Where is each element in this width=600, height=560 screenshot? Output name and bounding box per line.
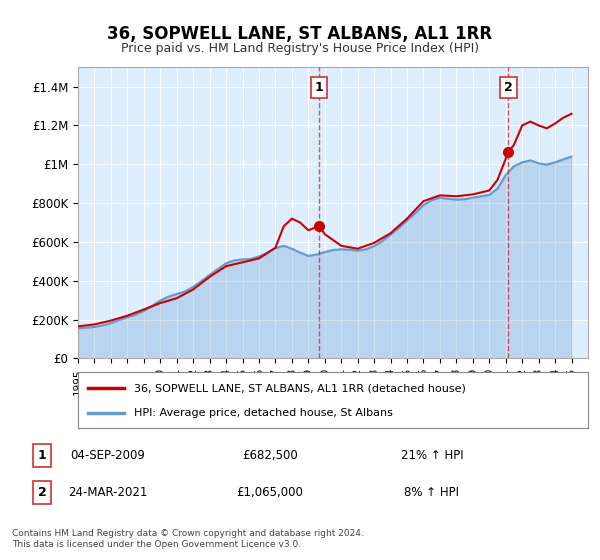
Text: 2: 2 [504,81,513,94]
Text: 1: 1 [315,81,323,94]
Text: 21% ↑ HPI: 21% ↑ HPI [401,449,463,461]
Text: £682,500: £682,500 [242,449,298,461]
Text: Price paid vs. HM Land Registry's House Price Index (HPI): Price paid vs. HM Land Registry's House … [121,42,479,55]
Text: £1,065,000: £1,065,000 [236,487,304,500]
Text: 2: 2 [38,487,46,500]
Text: HPI: Average price, detached house, St Albans: HPI: Average price, detached house, St A… [134,408,393,418]
Text: 36, SOPWELL LANE, ST ALBANS, AL1 1RR (detached house): 36, SOPWELL LANE, ST ALBANS, AL1 1RR (de… [134,383,466,393]
Text: 24-MAR-2021: 24-MAR-2021 [68,487,148,500]
Text: 36, SOPWELL LANE, ST ALBANS, AL1 1RR: 36, SOPWELL LANE, ST ALBANS, AL1 1RR [107,25,493,43]
Text: 1: 1 [38,449,46,461]
Text: Contains HM Land Registry data © Crown copyright and database right 2024.
This d: Contains HM Land Registry data © Crown c… [12,529,364,549]
Text: 8% ↑ HPI: 8% ↑ HPI [404,487,460,500]
Text: 04-SEP-2009: 04-SEP-2009 [71,449,145,461]
